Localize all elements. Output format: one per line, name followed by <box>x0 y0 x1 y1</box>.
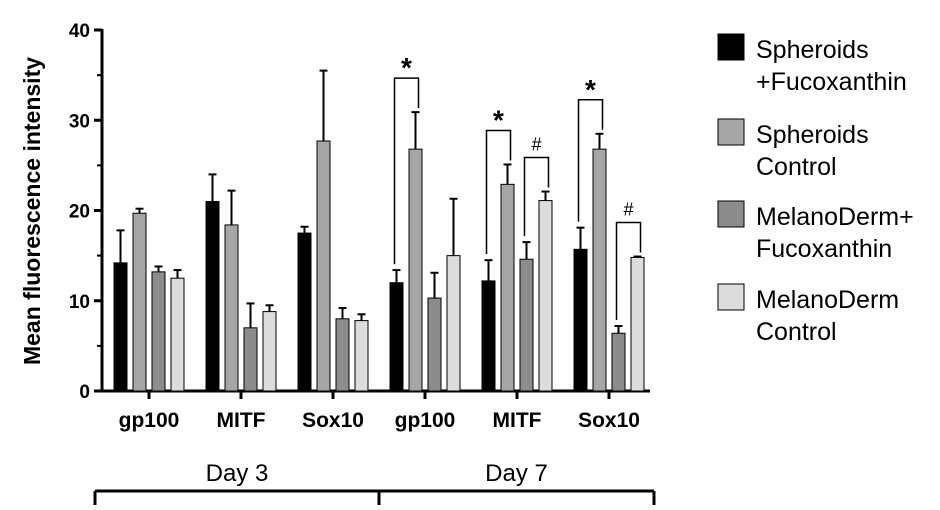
bar <box>538 200 553 392</box>
bar <box>205 200 220 392</box>
legend-label: Spheroids <box>756 36 869 64</box>
significance-bracket <box>485 129 512 255</box>
significance-hash: # <box>531 135 541 155</box>
bar <box>519 258 534 392</box>
significance-star: * <box>585 74 596 105</box>
legend-label: Control <box>756 318 837 346</box>
bar <box>389 282 404 392</box>
y-tick-label: 0 <box>79 382 90 403</box>
legend-label: MelanoDerm <box>756 286 899 314</box>
legend-swatch <box>717 283 745 311</box>
bar <box>481 280 496 392</box>
bar <box>151 271 166 392</box>
bar <box>573 248 588 392</box>
legend-swatch <box>717 118 745 146</box>
legend-label: Control <box>756 153 837 181</box>
significance-star: * <box>401 52 412 83</box>
bar <box>170 277 185 392</box>
y-axis-label: Mean fluorescence intensity <box>19 57 45 365</box>
bar <box>297 232 312 392</box>
x-tick-label: gp100 <box>395 409 456 432</box>
bar <box>592 148 607 392</box>
bar <box>611 332 626 392</box>
legend-label: Fucoxanthin <box>756 235 892 263</box>
bar <box>224 224 239 392</box>
legend-label: +Fucoxanthin <box>756 68 907 96</box>
bars <box>113 69 645 392</box>
day-groups: Day 3 Day 7 <box>93 460 656 505</box>
legend: Spheroids +Fucoxanthin Spheroids Control Mel… <box>717 33 914 346</box>
bar <box>243 327 258 392</box>
bar <box>113 262 128 392</box>
y-tick-label: 10 <box>69 292 90 313</box>
group-label: Day 3 <box>206 460 269 487</box>
bar <box>500 183 515 392</box>
x-tick-label: Sox10 <box>302 409 364 432</box>
x-tick-label: MITF <box>493 409 542 432</box>
significance-bracket <box>577 99 604 222</box>
bar <box>335 318 350 392</box>
legend-label: MelanoDerm+ <box>756 203 914 231</box>
bar <box>408 148 423 392</box>
bar <box>427 297 442 392</box>
legend-swatch <box>717 33 745 61</box>
group-label: Day 7 <box>485 460 548 487</box>
legend-swatch <box>717 200 745 228</box>
y-tick-label: 40 <box>69 21 90 42</box>
bar <box>132 212 147 392</box>
significance-annotations: * * # * # <box>393 52 642 321</box>
legend-label: Spheroids <box>756 121 869 149</box>
significance-bracket <box>393 77 420 265</box>
bar <box>446 255 461 392</box>
x-tick-label: Sox10 <box>578 409 640 432</box>
x-tick-label: gp100 <box>119 409 180 432</box>
bar <box>316 140 331 392</box>
significance-bracket <box>615 221 642 321</box>
significance-hash: # <box>623 200 633 220</box>
bar <box>354 320 369 392</box>
x-tick-label: MITF <box>217 409 266 432</box>
y-tick-label: 20 <box>69 202 90 223</box>
axes: 0 10 20 30 40 gp100 MITF Sox10 gp100 MITF Sox10 Mea… <box>19 21 650 432</box>
bar <box>630 256 645 392</box>
significance-star: * <box>493 104 504 135</box>
y-tick-label: 30 <box>69 111 90 132</box>
significance-bracket <box>523 156 550 237</box>
bar <box>262 311 277 392</box>
